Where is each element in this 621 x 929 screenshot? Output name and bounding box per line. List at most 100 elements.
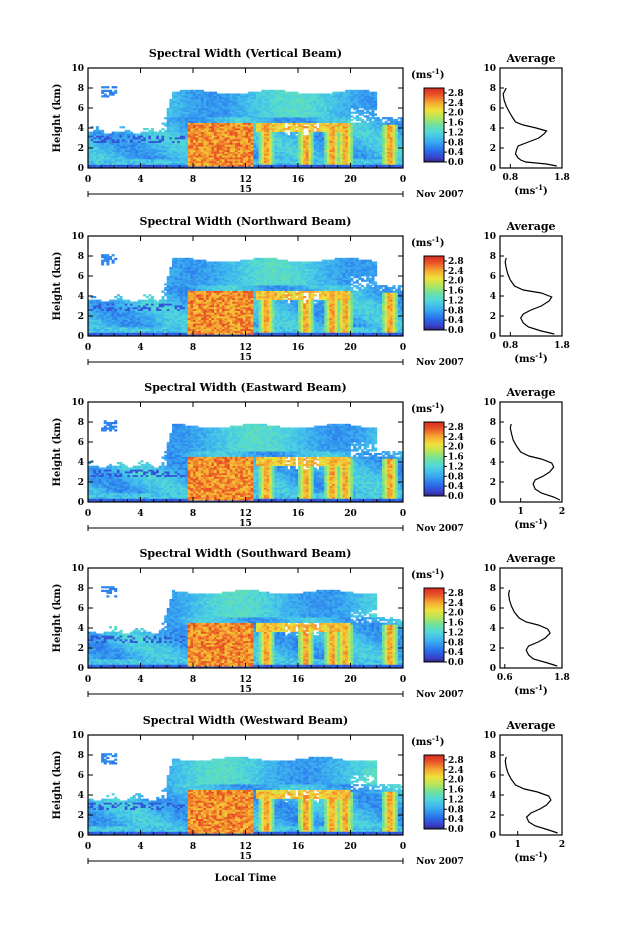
heatmap-cell [185, 122, 189, 125]
heatmap-cell [350, 131, 354, 134]
heatmap-cell [169, 146, 173, 149]
heatmap-cell [216, 128, 220, 131]
heatmap-cell [292, 146, 296, 149]
heatmap-cell [143, 294, 147, 297]
y-tick-label: 10 [71, 64, 84, 74]
heatmap-cell [166, 148, 170, 151]
heatmap-cell [211, 153, 215, 156]
heatmap-cell [208, 98, 212, 102]
heatmap-cell [172, 122, 176, 125]
heatmap-cell [211, 111, 215, 114]
heatmap-cell [229, 138, 233, 142]
heatmap-cell [216, 129, 220, 133]
heatmap-cell [143, 146, 147, 149]
heatmap-cell [148, 294, 152, 297]
heatmap-cell [114, 146, 118, 149]
heatmap-cell [103, 254, 107, 257]
heatmap-cell [200, 155, 204, 158]
heatmap-cell [206, 91, 210, 94]
heatmap-cell [240, 144, 244, 147]
heatmap-cell [240, 122, 244, 125]
heatmap-cell [250, 142, 254, 145]
heatmap-cell [229, 100, 233, 103]
heatmap-cell [232, 124, 236, 127]
heatmap-cell [337, 93, 341, 96]
heatmap-cell [93, 334, 97, 337]
heatmap-cell [329, 151, 333, 154]
heatmap-cell [316, 98, 320, 102]
heatmap-cell [311, 106, 315, 109]
heatmap-cell [345, 153, 349, 156]
heatmap-cell [353, 140, 357, 143]
heatmap-cell [206, 128, 210, 131]
heatmap-cell [187, 157, 191, 160]
heatmap-cell [219, 133, 223, 136]
heatmap-cell [153, 148, 157, 151]
heatmap-cell [332, 111, 336, 114]
heatmap-cell [313, 160, 317, 163]
heatmap-cell [329, 142, 333, 145]
heatmap-cell [329, 106, 333, 109]
heatmap-cell [90, 312, 94, 315]
heatmap-cell [347, 100, 351, 103]
heatmap-cell [237, 158, 241, 162]
heatmap-cell [284, 162, 288, 165]
heatmap-cell [368, 93, 372, 96]
heatmap-cell [256, 133, 260, 136]
heatmap-cell [93, 133, 97, 136]
heatmap-cell [400, 160, 404, 163]
heatmap-cell [361, 89, 365, 93]
heatmap-cell [295, 151, 299, 154]
heatmap-cell [384, 144, 388, 147]
heatmap-cell [258, 149, 262, 153]
heatmap-cell [361, 133, 365, 136]
heatmap-cell [153, 153, 157, 156]
heatmap-cell [158, 151, 162, 154]
heatmap-cell [258, 164, 262, 167]
heatmap-cell [227, 97, 231, 100]
heatmap-cell [371, 95, 375, 98]
heatmap-cell [334, 133, 338, 136]
heatmap-cell [366, 106, 370, 109]
heatmap-cell [342, 142, 346, 145]
heatmap-cell [368, 137, 372, 140]
heatmap-cell [311, 148, 315, 151]
heatmap-cell [321, 120, 325, 123]
heatmap-cell [368, 164, 372, 167]
heatmap-cell [221, 157, 225, 160]
heatmap-cell [93, 155, 97, 158]
heatmap-cell [245, 131, 249, 134]
heatmap-cell [148, 135, 152, 138]
heatmap-cell [295, 109, 299, 113]
heatmap-cell [353, 144, 357, 147]
heatmap-cell [271, 93, 275, 96]
heatmap-cell [366, 122, 370, 125]
heatmap-cell [266, 164, 270, 167]
heatmap-cell [311, 120, 315, 123]
heatmap-cell [208, 149, 212, 153]
heatmap-cell [277, 93, 281, 96]
heatmap-cell [195, 89, 199, 93]
heatmap-cell [355, 118, 359, 122]
heatmap-cell [316, 131, 320, 134]
heatmap-cell [329, 131, 333, 134]
heatmap-cell [368, 160, 372, 163]
heatmap-cell [224, 95, 228, 98]
heatmap-cell [395, 146, 399, 149]
heatmap-cell [376, 128, 380, 131]
heatmap-cell [208, 131, 212, 134]
heatmap-cell [277, 122, 281, 125]
heatmap-cell [313, 166, 317, 169]
heatmap-cell [261, 91, 265, 94]
heatmap-cell [295, 120, 299, 123]
heatmap-cell [214, 122, 218, 125]
heatmap-cell [151, 148, 155, 151]
heatmap-cell [114, 135, 118, 138]
heatmap-cell [103, 148, 107, 151]
heatmap-cell [290, 98, 294, 102]
heatmap-cell [279, 146, 283, 149]
heatmap-cell [308, 133, 312, 136]
heatmap-cell [366, 95, 370, 98]
heatmap-cell [145, 158, 149, 162]
heatmap-cell [371, 124, 375, 127]
